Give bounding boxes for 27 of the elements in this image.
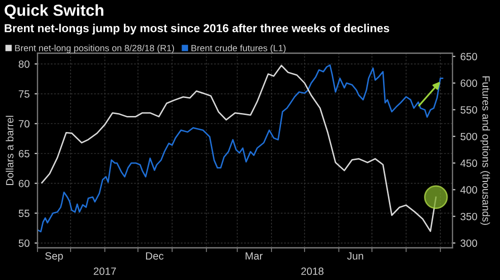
y2-tick-label: 400 (460, 186, 478, 194)
text: 2017 (94, 268, 116, 275)
x-tick-label: Jun (347, 252, 364, 260)
y2-tick-label: 300 (460, 240, 478, 247)
y-tick-label: 55 (18, 210, 30, 218)
y-tick-label: 70 (18, 120, 30, 128)
x-tick-label: Dec (146, 252, 164, 260)
y2-tick-label: 600 (460, 80, 478, 87)
text: 2018 (301, 268, 324, 275)
y2-axis-title: Futures and options (thousands) (480, 76, 490, 225)
chart-subtitle: Brent net-longs jump by most since 2016 after three weeks of declines (4, 24, 390, 35)
y-tick-label: 75 (18, 90, 30, 98)
y2-tick-label: 350 (460, 212, 478, 220)
legend-label: Brent crude futures (L1) (192, 44, 286, 54)
y2-tick-label: 650 (460, 52, 478, 60)
y-tick-label: 65 (18, 150, 30, 158)
chart-title: Quick Switch (4, 4, 104, 19)
y-tick-label: 50 (18, 240, 30, 247)
y2-tick-label: 500 (460, 132, 478, 140)
y-tick-label: 80 (18, 60, 30, 68)
x-tick-label: Sep (45, 252, 63, 262)
y-tick-label: 60 (18, 180, 30, 188)
y2-tick-label: 450 (460, 160, 478, 167)
y-axis-title: Dollars a barrel (6, 116, 14, 185)
x-tick-label: Mar (246, 252, 263, 260)
legend-label: Brent net-long positions on 8/28/18 (R1) (15, 44, 174, 54)
y2-tick-label: 550 (460, 106, 478, 114)
